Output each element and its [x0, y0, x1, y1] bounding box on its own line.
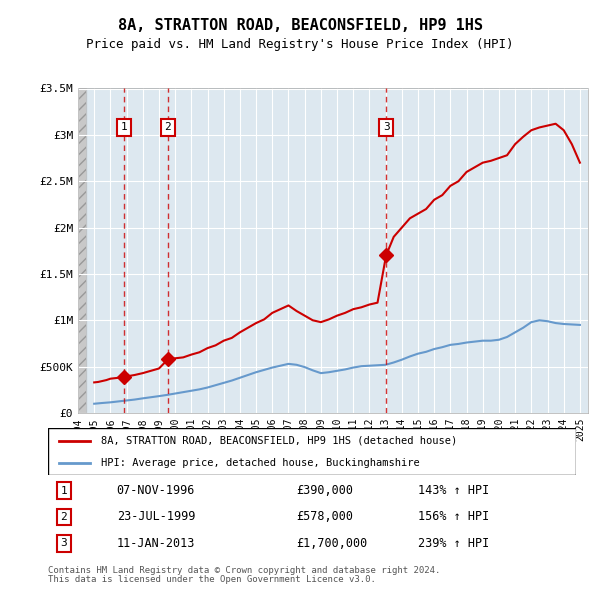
Text: 11-JAN-2013: 11-JAN-2013 [116, 537, 195, 550]
Text: 156% ↑ HPI: 156% ↑ HPI [418, 510, 489, 523]
Bar [78, 88, 86, 413]
Text: 143% ↑ HPI: 143% ↑ HPI [418, 484, 489, 497]
Text: 23-JUL-1999: 23-JUL-1999 [116, 510, 195, 523]
Text: Contains HM Land Registry data © Crown copyright and database right 2024.: Contains HM Land Registry data © Crown c… [48, 566, 440, 575]
Text: 2: 2 [164, 123, 171, 132]
Text: £1,700,000: £1,700,000 [296, 537, 367, 550]
Bar [78, 88, 86, 413]
Text: This data is licensed under the Open Government Licence v3.0.: This data is licensed under the Open Gov… [48, 575, 376, 584]
Text: 8A, STRATTON ROAD, BEACONSFIELD, HP9 1HS: 8A, STRATTON ROAD, BEACONSFIELD, HP9 1HS [118, 18, 482, 32]
Text: 239% ↑ HPI: 239% ↑ HPI [418, 537, 489, 550]
Text: HPI: Average price, detached house, Buckinghamshire: HPI: Average price, detached house, Buck… [101, 458, 419, 468]
Text: £578,000: £578,000 [296, 510, 353, 523]
Text: 07-NOV-1996: 07-NOV-1996 [116, 484, 195, 497]
Text: 8A, STRATTON ROAD, BEACONSFIELD, HP9 1HS (detached house): 8A, STRATTON ROAD, BEACONSFIELD, HP9 1HS… [101, 436, 457, 446]
Text: 1: 1 [61, 486, 67, 496]
Text: Price paid vs. HM Land Registry's House Price Index (HPI): Price paid vs. HM Land Registry's House … [86, 38, 514, 51]
Text: 1: 1 [121, 123, 128, 132]
Text: 2: 2 [61, 512, 67, 522]
Text: £390,000: £390,000 [296, 484, 353, 497]
Text: 3: 3 [383, 123, 389, 132]
FancyBboxPatch shape [48, 428, 576, 475]
Text: 3: 3 [61, 538, 67, 548]
